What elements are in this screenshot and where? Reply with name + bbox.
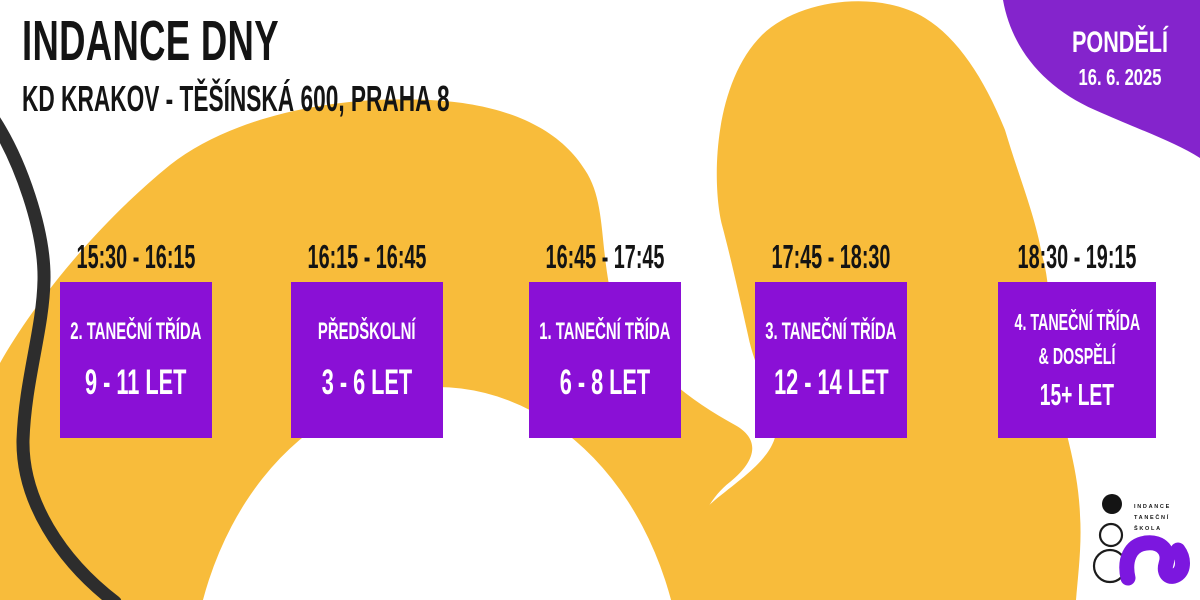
schedule-column-4: 17:45 - 18:30 3. TANEČNÍ TŘÍDA 12 - 14 L…	[755, 0, 907, 600]
logo-swirl-icon	[1119, 535, 1190, 586]
slot-time: 15:30 - 16:15	[76, 238, 196, 275]
slot-age-range: 6 - 8 LET	[559, 363, 651, 402]
logo-dot-icon	[1102, 494, 1122, 514]
logo-text-line: INDANCE	[1134, 504, 1171, 510]
schedule-column-2: 16:15 - 16:45 PŘEDŠKOLNÍ 3 - 6 LET	[291, 0, 443, 600]
logo-loop-top-icon	[1098, 522, 1124, 548]
badge-date: 16. 6. 2025	[1078, 64, 1162, 90]
slot-time: 16:45 - 17:45	[545, 238, 665, 275]
slot-class-name-2: & DOSPĚLÍ	[1038, 342, 1116, 369]
logo-text-line: ŠKOLA	[1134, 526, 1162, 532]
badge-day: PONDĚLÍ	[1071, 26, 1169, 59]
slot-card: 3. TANEČNÍ TŘÍDA 12 - 14 LET	[755, 282, 907, 438]
slot-card: 1. TANEČNÍ TŘÍDA 6 - 8 LET	[529, 282, 681, 438]
slot-card: 4. TANEČNÍ TŘÍDA & DOSPĚLÍ 15+ LET	[998, 282, 1156, 438]
slot-age-range: 3 - 6 LET	[321, 363, 413, 402]
page-subtitle: KD KRAKOV - TĚŠÍNSKÁ 600, PRAHA 8	[22, 78, 450, 119]
slot-time: 16:15 - 16:45	[307, 238, 427, 275]
white-ellipse-cutout	[202, 387, 672, 600]
slot-time: 17:45 - 18:30	[771, 238, 891, 275]
slot-class-name: 2. TANEČNÍ TŘÍDA	[70, 318, 202, 345]
schedule-column-5: 18:30 - 19:15 4. TANEČNÍ TŘÍDA & DOSPĚLÍ…	[998, 0, 1156, 600]
purple-corner-blob	[1003, 0, 1200, 158]
schedule-column-3: 16:45 - 17:45 1. TANEČNÍ TŘÍDA 6 - 8 LET	[529, 0, 681, 600]
slot-age-range: 15+ LET	[1039, 376, 1115, 412]
indance-logo-text: INDANCE TANEČNÍ ŠKOLA	[1134, 502, 1171, 535]
slot-class-name: 3. TANEČNÍ TŘÍDA	[765, 318, 897, 345]
indance-logo-mark	[1092, 494, 1190, 586]
slot-age-range: 12 - 14 LET	[773, 363, 889, 402]
slot-card: 2. TANEČNÍ TŘÍDA 9 - 11 LET	[60, 282, 212, 438]
slot-class-name: 1. TANEČNÍ TŘÍDA	[539, 318, 671, 345]
slot-class-name: 4. TANEČNÍ TŘÍDA	[1014, 308, 1140, 335]
page-title: INDANCE DNY	[22, 9, 279, 73]
logo-text-line: TANEČNÍ	[1134, 515, 1170, 521]
date-badge: PONDĚLÍ 16. 6. 2025	[1052, 26, 1188, 91]
slot-time: 18:30 - 19:15	[1017, 238, 1137, 275]
schedule-column-1: 15:30 - 16:15 2. TANEČNÍ TŘÍDA 9 - 11 LE…	[60, 0, 212, 600]
slot-card: PŘEDŠKOLNÍ 3 - 6 LET	[291, 282, 443, 438]
slot-class-name: PŘEDŠKOLNÍ	[318, 318, 416, 345]
black-curve-line	[0, 117, 122, 600]
slot-age-range: 9 - 11 LET	[85, 363, 187, 402]
